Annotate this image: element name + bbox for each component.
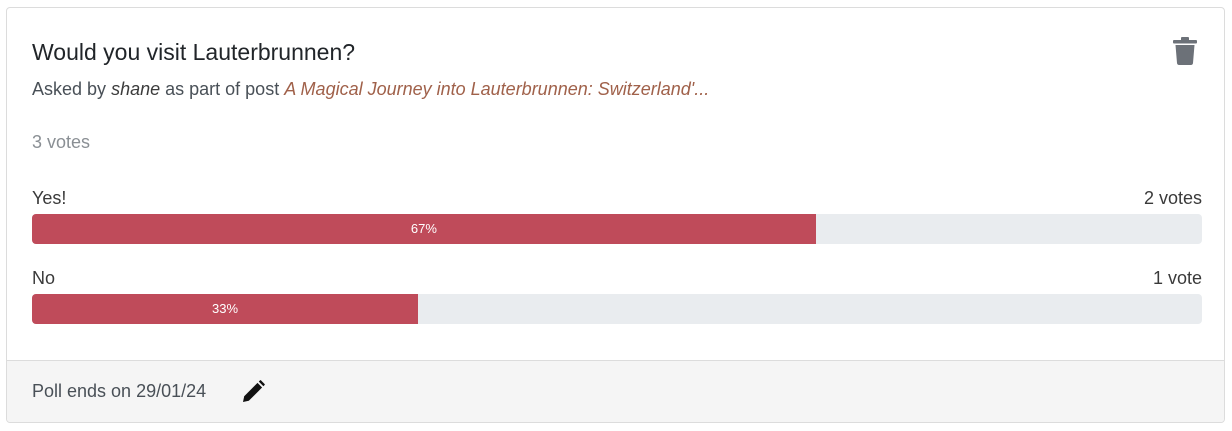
post-link[interactable]: A Magical Journey into Lauterbrunnen: Sw… xyxy=(284,79,710,99)
asked-prefix: Asked by xyxy=(32,79,107,99)
asked-middle: as part of post xyxy=(165,79,280,99)
option-vote-count: 1 vote xyxy=(1152,268,1202,288)
poll-title: Would you visit Lauterbrunnen? xyxy=(32,39,356,65)
poll-option-yes: Yes! 2 votes 67% xyxy=(32,186,1202,244)
poll-card: Would you visit Lauterbrunnen? Asked by … xyxy=(6,7,1225,423)
edit-button[interactable] xyxy=(243,380,265,402)
poll-footer: Poll ends on 29/01/24 xyxy=(7,360,1224,422)
author-name: shane xyxy=(111,79,161,99)
option-progress-bar: 67% xyxy=(32,214,816,244)
poll-body: Would you visit Lauterbrunnen? Asked by … xyxy=(7,8,1224,362)
trash-icon xyxy=(1173,37,1197,65)
option-progress-bar: 33% xyxy=(32,294,419,324)
option-progress-track: 67% xyxy=(32,214,1202,244)
poll-end-date: Poll ends on 29/01/24 xyxy=(32,381,207,401)
total-votes: 3 votes xyxy=(32,132,91,152)
option-label: No xyxy=(32,268,56,288)
option-label: Yes! xyxy=(32,188,67,208)
option-progress-track: 33% xyxy=(32,294,1202,324)
poll-option-no: No 1 vote 33% xyxy=(32,266,1202,324)
option-vote-count: 2 votes xyxy=(1143,188,1202,208)
asked-by-line: Asked by shane as part of post A Magical… xyxy=(32,77,709,101)
pencil-icon xyxy=(243,380,265,402)
delete-button[interactable] xyxy=(1173,37,1197,65)
